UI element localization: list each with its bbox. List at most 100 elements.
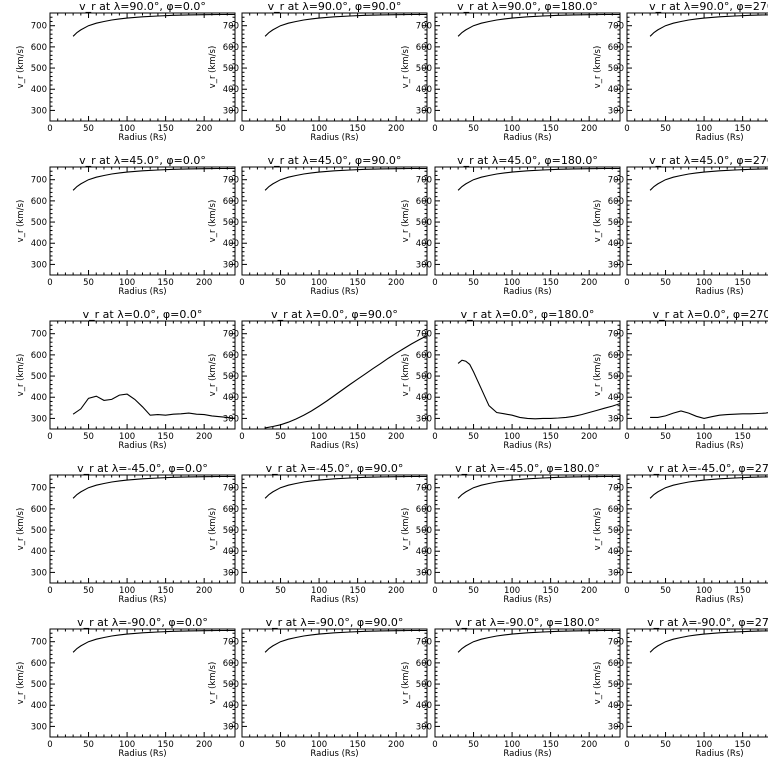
chart-16-y-axis-label: v_r (km/s) [593, 508, 603, 551]
chart-15-x-tick-label: 0 [432, 586, 437, 596]
chart-12-y-tick-label: 400 [608, 393, 624, 403]
chart-2-title: v_r at λ=90.0°, φ=90.0° [268, 0, 402, 13]
chart-1-y-axis-label: v_r (km/s) [16, 46, 26, 89]
chart-5-title: v_r at λ=45.0°, φ=0.0° [79, 154, 206, 167]
chart-17-y-axis-label: v_r (km/s) [16, 662, 26, 705]
chart-5-y-tick-label: 700 [31, 176, 47, 186]
chart-7-x-axis-label: Radius (Rs) [503, 287, 551, 297]
chart-10-y-tick-label: 400 [223, 393, 239, 403]
chart-4-y-tick-label: 400 [608, 85, 624, 95]
chart-5: v_r at λ=45.0°, φ=0.0° 0 50 100 150 200 300 400… [16, 154, 236, 297]
chart-12-x-tick-label: 50 [660, 432, 671, 442]
chart-3-x-tick-label: 200 [581, 124, 597, 134]
chart-5-y-tick-label: 400 [31, 239, 47, 249]
chart-3-x-tick-label: 0 [432, 124, 437, 134]
chart-14-x-tick-label: 100 [311, 586, 327, 596]
chart-1-title: v_r at λ=90.0°, φ=0.0° [79, 0, 206, 13]
chart-9-y-tick-label: 500 [31, 372, 47, 382]
chart-17-x-tick-label: 0 [47, 740, 52, 750]
chart-20-x-tick-label: 0 [624, 740, 629, 750]
chart-17-title: v_r at λ=-90.0°, φ=0.0° [77, 616, 208, 629]
chart-11-y-tick-label: 300 [416, 414, 432, 424]
chart-6-y-tick-label: 500 [223, 218, 239, 228]
chart-20-x-tick-label: 50 [660, 740, 671, 750]
chart-12-x-tick-label: 100 [696, 432, 712, 442]
chart-6-y-tick-label: 400 [223, 239, 239, 249]
chart-2-x-tick-label: 200 [388, 124, 404, 134]
chart-18-x-tick-label: 50 [275, 740, 286, 750]
chart-19-x-tick-label: 0 [432, 740, 437, 750]
chart-6-y-tick-label: 300 [223, 260, 239, 270]
chart-7-y-tick-label: 400 [416, 239, 432, 249]
chart-16-series-1-line [649, 476, 768, 499]
chart-5-x-tick-label: 200 [196, 278, 212, 288]
chart-6-x-tick-label: 50 [275, 278, 286, 288]
chart-16-y-tick-label: 700 [608, 484, 624, 494]
chart-15-title: v_r at λ=-45.0°, φ=180.0° [455, 462, 600, 475]
chart-18: v_r at λ=-90.0°, φ=90.0° 0 50 100 150 200 300 4… [208, 616, 428, 759]
chart-7-series-1-line [457, 167, 620, 191]
chart-16-y-tick-label: 300 [608, 568, 624, 578]
chart-12-plot-frame [626, 320, 768, 430]
chart-3-y-tick-label: 300 [416, 106, 432, 116]
chart-4-x-tick-label: 150 [735, 124, 751, 134]
chart-11-title: v_r at λ=0.0°, φ=180.0° [461, 308, 595, 321]
chart-8-y-tick-label: 700 [608, 176, 624, 186]
chart-7-y-tick-label: 500 [416, 218, 432, 228]
chart-15-y-tick-label: 700 [416, 484, 432, 494]
chart-18-x-tick-label: 200 [388, 740, 404, 750]
chart-11-x-axis-label: Radius (Rs) [503, 441, 551, 451]
chart-3-series-1-line [457, 13, 620, 37]
chart-4-x-tick-label: 100 [696, 124, 712, 134]
chart-8-y-tick-label: 500 [608, 218, 624, 228]
chart-2-x-tick-label: 50 [275, 124, 286, 134]
chart-5-y-tick-label: 500 [31, 218, 47, 228]
chart-11-y-tick-label: 400 [416, 393, 432, 403]
chart-8-x-tick-label: 0 [624, 278, 629, 288]
chart-4-y-tick-label: 500 [608, 64, 624, 74]
chart-13-y-tick-label: 600 [31, 505, 47, 515]
chart-1-x-tick-label: 0 [47, 124, 52, 134]
chart-1-y-tick-label: 300 [31, 106, 47, 116]
chart-4: v_r at λ=90.0°, φ=270.0°0501001502003004… [593, 0, 768, 143]
chart-6-series-1-line [264, 167, 427, 191]
chart-14-y-tick-label: 300 [223, 568, 239, 578]
chart-2-x-axis-label: Radius (Rs) [310, 133, 358, 143]
chart-16-y-tick-label: 400 [608, 547, 624, 557]
chart-6-x-tick-label: 150 [350, 278, 366, 288]
chart-19-title: v_r at λ=-90.0°, φ=180.0° [455, 616, 600, 629]
chart-14-x-tick-label: 150 [350, 586, 366, 596]
chart-20-series-1-line [649, 630, 768, 653]
chart-6-plot-frame [241, 166, 428, 276]
chart-15-y-axis-label: v_r (km/s) [401, 508, 411, 551]
chart-17-x-axis-label: Radius (Rs) [118, 749, 166, 759]
chart-15-y-tick-label: 600 [416, 505, 432, 515]
chart-10-y-tick-label: 700 [223, 330, 239, 340]
chart-8-y-tick-label: 400 [608, 239, 624, 249]
chart-9-y-tick-label: 400 [31, 393, 47, 403]
chart-11-x-tick-label: 200 [581, 432, 597, 442]
chart-17-y-tick-label: 400 [31, 701, 47, 711]
chart-11-y-tick-label: 500 [416, 372, 432, 382]
chart-20-title: v_r at λ=-90.0°, φ=270.0° [647, 616, 768, 629]
chart-3-y-tick-label: 400 [416, 85, 432, 95]
chart-19: v_r at λ=-90.0°, φ=180.0° 0 50 100 150 200 300… [401, 616, 621, 759]
chart-7-x-tick-label: 0 [432, 278, 437, 288]
chart-10-x-tick-label: 200 [388, 432, 404, 442]
chart-8-x-axis-label: Radius (Rs) [695, 287, 743, 297]
chart-20-y-tick-label: 600 [608, 659, 624, 669]
chart-19-x-tick-label: 50 [468, 740, 479, 750]
chart-8-y-tick-label: 600 [608, 197, 624, 207]
chart-16-x-tick-label: 0 [624, 586, 629, 596]
chart-14: v_r at λ=-45.0°, φ=90.0° 0 50 100 150 200 300 4… [208, 462, 428, 605]
chart-20-y-tick-label: 500 [608, 680, 624, 690]
chart-2-y-tick-label: 400 [223, 85, 239, 95]
chart-13-x-tick-label: 100 [119, 586, 135, 596]
chart-13-x-tick-label: 150 [158, 586, 174, 596]
chart-11-x-tick-label: 50 [468, 432, 479, 442]
chart-13-x-tick-label: 0 [47, 586, 52, 596]
chart-13-y-tick-label: 700 [31, 484, 47, 494]
chart-17-y-tick-label: 500 [31, 680, 47, 690]
chart-9-x-tick-label: 0 [47, 432, 52, 442]
chart-1-y-tick-label: 600 [31, 43, 47, 53]
